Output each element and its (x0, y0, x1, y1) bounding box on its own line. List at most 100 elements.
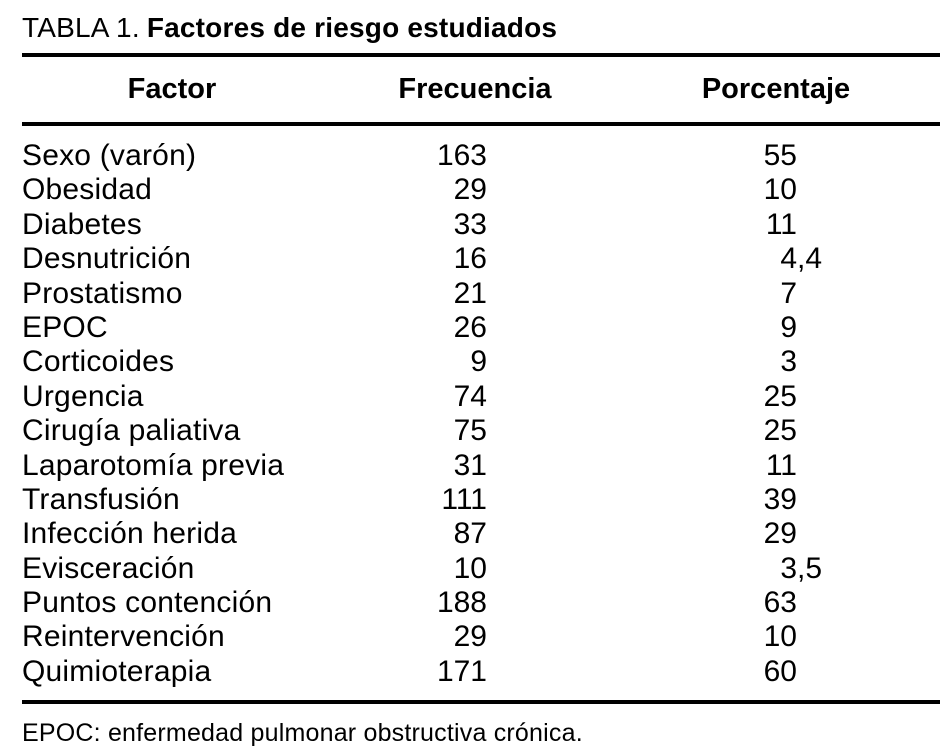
table-content: TABLA 1. Factores de riesgo estudiados Fa… (22, 12, 940, 748)
porcentaje-value: 3 (780, 345, 797, 379)
table-row: Quimioterapia 171 60 (22, 655, 940, 689)
table-row: Urgencia 74 25 (22, 380, 940, 414)
porcentaje-cell: 11 (512, 449, 822, 483)
frecuencia-cell: 9 (312, 345, 512, 379)
porcentaje-value: 60 (763, 654, 797, 688)
bottom-rule (22, 700, 940, 705)
porcentaje-cell: 11 (512, 208, 822, 242)
porcentaje-cell: 63 (512, 586, 822, 620)
factor-cell: Infección herida (22, 517, 238, 551)
porcentaje-value: 11 (765, 207, 797, 241)
frecuencia-cell: 163 (312, 139, 512, 173)
top-rule (22, 53, 940, 57)
frecuencia-cell: 31 (312, 449, 512, 483)
frecuencia-cell: 10 (312, 552, 512, 586)
porcentaje-cell: 7 (512, 277, 822, 311)
frecuencia-cell: 171 (312, 655, 512, 689)
factor-cell: Obesidad (22, 173, 153, 207)
factor-cell: Quimioterapia (22, 654, 212, 688)
factor-cell: EPOC (22, 310, 108, 344)
porcentaje-decimal: ,5 (797, 551, 823, 585)
porcentaje-cell: 29 (512, 517, 822, 551)
factor-cell: Urgencia (22, 379, 144, 413)
frecuencia-cell: 188 (312, 586, 512, 620)
factor-cell: Puntos contención (22, 586, 273, 620)
factor-cell: Diabetes (22, 207, 143, 241)
porcentaje-value: 63 (763, 586, 797, 620)
porcentaje-cell: 10 (512, 620, 822, 654)
porcentaje-cell: 39 (512, 483, 822, 517)
frecuencia-cell: 16 (312, 242, 512, 276)
frecuencia-cell: 29 (312, 173, 512, 207)
factor-cell: Evisceración (22, 551, 195, 585)
column-header-factor: Factor (127, 73, 217, 105)
porcentaje-cell: 10 (512, 173, 822, 207)
frecuencia-cell: 29 (312, 620, 512, 654)
column-header-frecuencia: Frecuencia (398, 73, 552, 105)
factor-cell: Transfusión (22, 482, 180, 516)
table-row: Cirugía paliativa 75 25 (22, 414, 940, 448)
table-row: Reintervención 29 10 (22, 620, 940, 654)
factor-cell: Sexo (varón) (22, 139, 197, 172)
porcentaje-cell: 9 (512, 311, 822, 345)
porcentaje-value: 39 (763, 482, 797, 516)
table-row: Laparotomía previa 31 11 (22, 449, 940, 483)
table-footnote: EPOC: enfermedad pulmonar obstructiva cr… (22, 719, 583, 748)
porcentaje-value: 25 (763, 379, 797, 413)
column-header-porcentaje: Porcentaje (701, 73, 851, 105)
table-row: Transfusión 111 39 (22, 483, 940, 517)
table-body: Sexo (varón) 163 55 Obesidad 29 10 Diabe… (22, 126, 940, 689)
frecuencia-value: 75 (453, 414, 487, 448)
frecuencia-value: 74 (453, 379, 487, 413)
porcentaje-decimal: ,4 (797, 242, 823, 276)
porcentaje-value: 9 (780, 310, 797, 344)
table-header-row: Factor Frecuencia Porcentaje (22, 57, 940, 122)
frecuencia-value: 31 (453, 448, 487, 482)
frecuencia-value: 163 (436, 139, 487, 172)
frecuencia-cell: 26 (312, 311, 512, 345)
table-row: Desnutrición 16 4,4 (22, 242, 940, 276)
frecuencia-value: 87 (453, 517, 487, 551)
frecuencia-value: 188 (436, 586, 487, 620)
porcentaje-value: 25 (763, 414, 797, 448)
factor-cell: Desnutrición (22, 242, 192, 276)
frecuencia-value: 9 (470, 345, 487, 379)
factor-cell: Cirugía paliativa (22, 414, 241, 448)
factor-cell: Prostatismo (22, 276, 183, 310)
frecuencia-value: 26 (453, 310, 487, 344)
table-row: Obesidad 29 10 (22, 173, 940, 207)
frecuencia-value: 21 (453, 276, 487, 310)
frecuencia-value: 16 (453, 242, 487, 276)
table-row: Infección herida 87 29 (22, 517, 940, 551)
porcentaje-value: 3 (780, 551, 797, 585)
table-row: Evisceración 10 3,5 (22, 552, 940, 586)
frecuencia-cell: 111 (312, 483, 512, 517)
table-title: TABLA 1. Factores de riesgo estudiados (22, 12, 940, 44)
table-label: TABLA 1. (22, 12, 140, 43)
frecuencia-value: 29 (453, 173, 487, 207)
table-row: Puntos contención 188 63 (22, 586, 940, 620)
porcentaje-cell: 55 (512, 139, 822, 173)
factor-cell: Corticoides (22, 345, 175, 379)
porcentaje-cell: 25 (512, 414, 822, 448)
table-row: Prostatismo 21 7 (22, 277, 940, 311)
frecuencia-cell: 21 (312, 277, 512, 311)
frecuencia-value: 29 (453, 620, 487, 654)
porcentaje-value: 10 (763, 173, 797, 207)
porcentaje-value: 7 (780, 276, 797, 310)
table-row: Diabetes 33 11 (22, 208, 940, 242)
frecuencia-value: 33 (453, 207, 487, 241)
table-title-text: Factores de riesgo estudiados (146, 12, 558, 43)
porcentaje-value: 11 (765, 448, 797, 482)
table-row: Corticoides 9 3 (22, 345, 940, 379)
porcentaje-cell: 3,5 (512, 552, 822, 586)
frecuencia-cell: 33 (312, 208, 512, 242)
factor-cell: Reintervención (22, 620, 225, 654)
frecuencia-value: 10 (453, 551, 487, 585)
porcentaje-cell: 25 (512, 380, 822, 414)
porcentaje-value: 10 (763, 620, 797, 654)
frecuencia-cell: 87 (312, 517, 512, 551)
frecuencia-cell: 75 (312, 414, 512, 448)
header-rule (22, 122, 940, 126)
